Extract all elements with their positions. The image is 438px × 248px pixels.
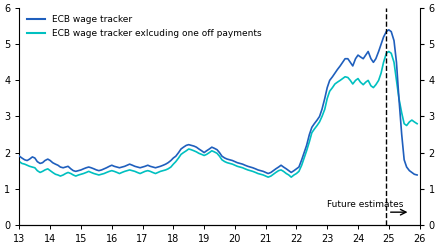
Text: Future estimates: Future estimates	[326, 200, 403, 209]
Legend: ECB wage tracker, ECB wage tracker exlcuding one off payments: ECB wage tracker, ECB wage tracker exlcu…	[24, 13, 264, 41]
